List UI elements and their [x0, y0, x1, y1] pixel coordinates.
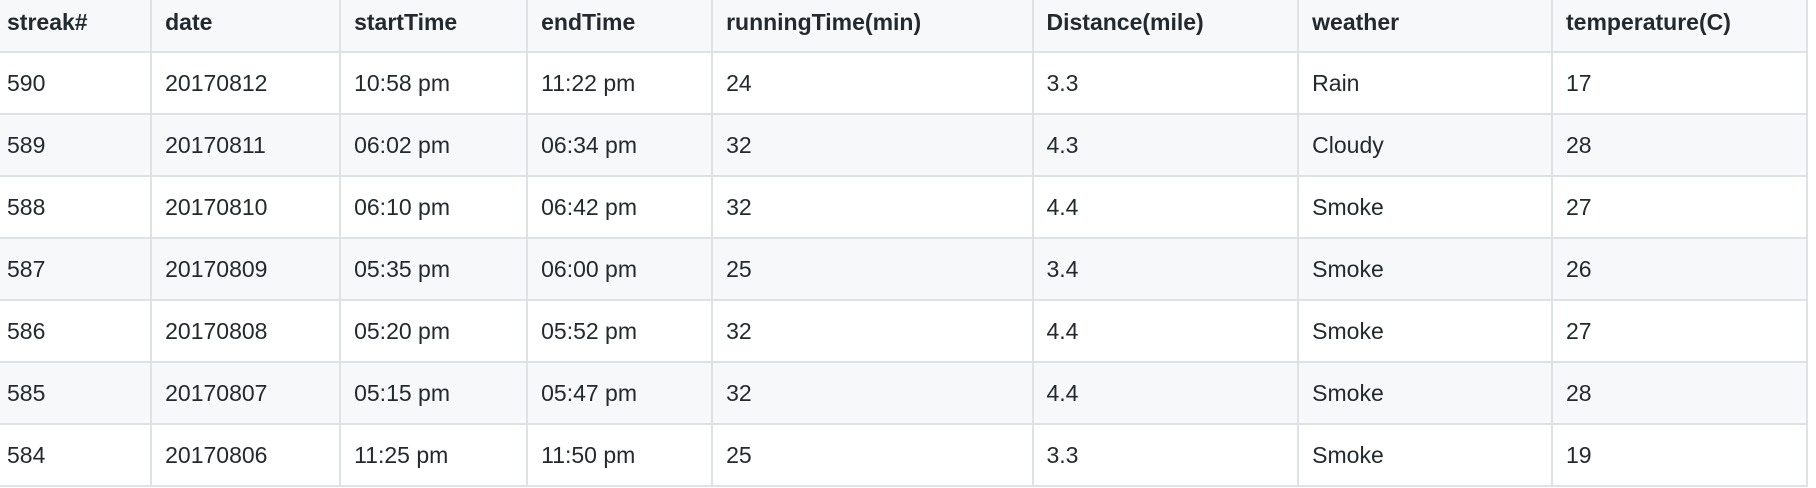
- cell-start-time: 06:02 pm: [339, 113, 529, 177]
- table-header: streak# date startTime endTime runningTi…: [0, 0, 1808, 53]
- cell-temperature: 26: [1551, 237, 1808, 301]
- cell-streak: 589: [0, 113, 153, 177]
- cell-end-time: 06:34 pm: [526, 113, 714, 177]
- cell-running-time: 25: [711, 237, 1034, 301]
- table-row: 585 20170807 05:15 pm 05:47 pm 32 4.4 Sm…: [0, 361, 1808, 425]
- table-row: 587 20170809 05:35 pm 06:00 pm 25 3.4 Sm…: [0, 237, 1808, 301]
- cell-distance: 4.3: [1031, 113, 1300, 177]
- header-cell-end-time: endTime: [526, 0, 714, 53]
- table-row: 586 20170808 05:20 pm 05:52 pm 32 4.4 Sm…: [0, 299, 1808, 363]
- header-cell-date: date: [150, 0, 342, 53]
- header-cell-weather: weather: [1297, 0, 1554, 53]
- cell-end-time: 06:42 pm: [526, 175, 714, 239]
- header-cell-temperature: temperature(C): [1551, 0, 1808, 53]
- cell-end-time: 05:52 pm: [526, 299, 714, 363]
- cell-running-time: 24: [711, 51, 1034, 115]
- cell-distance: 3.3: [1031, 423, 1300, 487]
- table-body: 590 20170812 10:58 pm 11:22 pm 24 3.3 Ra…: [0, 51, 1808, 487]
- cell-end-time: 06:00 pm: [526, 237, 714, 301]
- cell-temperature: 17: [1551, 51, 1808, 115]
- cell-distance: 4.4: [1031, 175, 1300, 239]
- cell-weather: Smoke: [1297, 237, 1554, 301]
- cell-running-time: 32: [711, 361, 1034, 425]
- cell-weather: Cloudy: [1297, 113, 1554, 177]
- cell-running-time: 32: [711, 113, 1034, 177]
- cell-weather: Smoke: [1297, 299, 1554, 363]
- cell-date: 20170807: [150, 361, 342, 425]
- header-row: streak# date startTime endTime runningTi…: [0, 0, 1808, 53]
- header-cell-start-time: startTime: [339, 0, 529, 53]
- header-cell-running-time: runningTime(min): [711, 0, 1034, 53]
- header-cell-distance: Distance(mile): [1031, 0, 1300, 53]
- cell-date: 20170811: [150, 113, 342, 177]
- cell-streak: 585: [0, 361, 153, 425]
- cell-end-time: 11:50 pm: [526, 423, 714, 487]
- table-row: 589 20170811 06:02 pm 06:34 pm 32 4.3 Cl…: [0, 113, 1808, 177]
- cell-date: 20170810: [150, 175, 342, 239]
- cell-start-time: 10:58 pm: [339, 51, 529, 115]
- cell-start-time: 05:15 pm: [339, 361, 529, 425]
- cell-temperature: 28: [1551, 361, 1808, 425]
- table-row: 584 20170806 11:25 pm 11:50 pm 25 3.3 Sm…: [0, 423, 1808, 487]
- cell-streak: 590: [0, 51, 153, 115]
- cell-date: 20170809: [150, 237, 342, 301]
- cell-running-time: 25: [711, 423, 1034, 487]
- cell-weather: Rain: [1297, 51, 1554, 115]
- cell-temperature: 28: [1551, 113, 1808, 177]
- table-row: 590 20170812 10:58 pm 11:22 pm 24 3.3 Ra…: [0, 51, 1808, 115]
- cell-start-time: 06:10 pm: [339, 175, 529, 239]
- cell-temperature: 19: [1551, 423, 1808, 487]
- cell-end-time: 11:22 pm: [526, 51, 714, 115]
- cell-weather: Smoke: [1297, 423, 1554, 487]
- cell-distance: 3.4: [1031, 237, 1300, 301]
- cell-weather: Smoke: [1297, 361, 1554, 425]
- table-row: 588 20170810 06:10 pm 06:42 pm 32 4.4 Sm…: [0, 175, 1808, 239]
- cell-date: 20170812: [150, 51, 342, 115]
- cell-running-time: 32: [711, 299, 1034, 363]
- cell-distance: 4.4: [1031, 361, 1300, 425]
- cell-running-time: 32: [711, 175, 1034, 239]
- cell-streak: 584: [0, 423, 153, 487]
- cell-streak: 586: [0, 299, 153, 363]
- cell-temperature: 27: [1551, 175, 1808, 239]
- cell-distance: 4.4: [1031, 299, 1300, 363]
- cell-temperature: 27: [1551, 299, 1808, 363]
- cell-distance: 3.3: [1031, 51, 1300, 115]
- cell-start-time: 11:25 pm: [339, 423, 529, 487]
- cell-date: 20170808: [150, 299, 342, 363]
- cell-start-time: 05:35 pm: [339, 237, 529, 301]
- cell-streak: 587: [0, 237, 153, 301]
- cell-start-time: 05:20 pm: [339, 299, 529, 363]
- cell-date: 20170806: [150, 423, 342, 487]
- cell-end-time: 05:47 pm: [526, 361, 714, 425]
- header-cell-streak: streak#: [0, 0, 153, 53]
- cell-weather: Smoke: [1297, 175, 1554, 239]
- cell-streak: 588: [0, 175, 153, 239]
